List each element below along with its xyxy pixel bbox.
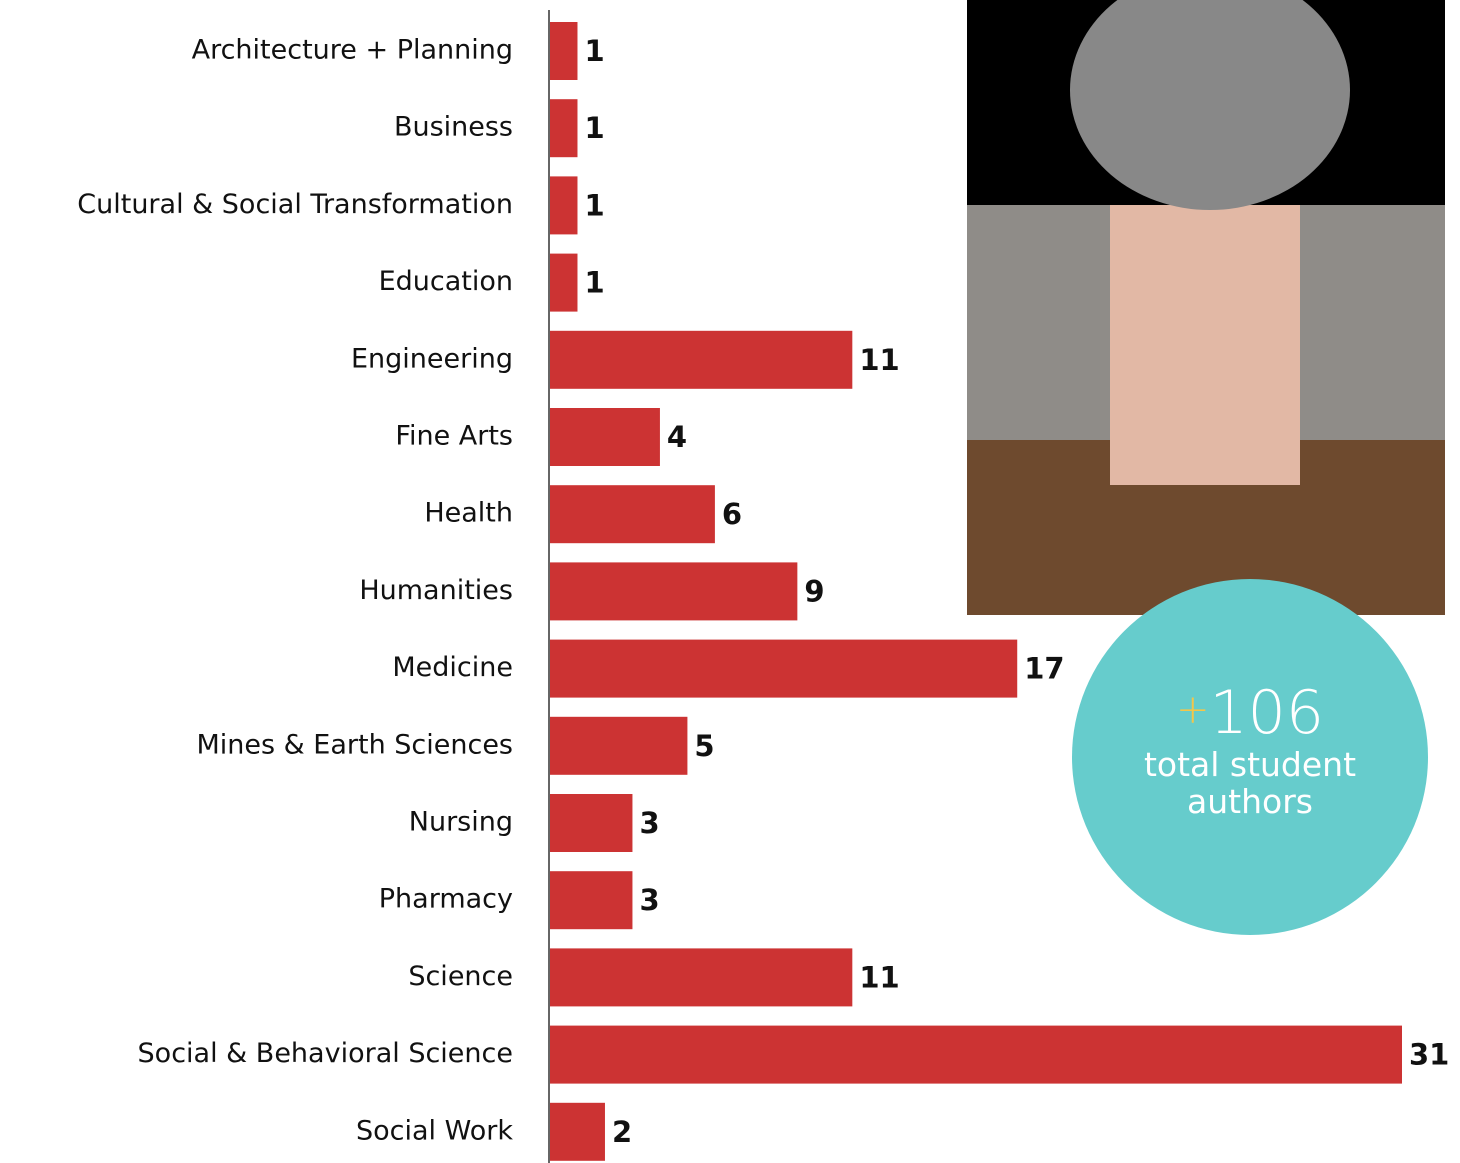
bar [550,562,798,621]
bar [550,99,578,158]
category-label: Health [424,498,513,529]
bar [550,794,633,852]
category-label: Architecture + Planning [192,35,513,66]
value-label: 1 [584,111,604,145]
category-label: Mines & Earth Sciences [196,729,513,760]
bar [550,408,660,466]
value-label: 31 [1409,1038,1449,1072]
badge-number: +106 [1072,677,1428,746]
value-label: 3 [639,883,659,917]
bar [550,948,853,1007]
category-label: Science [408,961,513,992]
bar [550,1102,605,1161]
bar [550,485,715,544]
category-label: Fine Arts [395,421,513,452]
value-label: 1 [584,188,604,222]
bar [550,330,853,389]
value-label: 1 [584,34,604,68]
category-label: Social Work [356,1115,513,1146]
value-label: 6 [722,497,742,531]
photo-brain [1070,0,1350,210]
badge-sign: + [1175,687,1210,733]
value-label: 11 [859,343,899,377]
bar [550,871,633,930]
bar [550,22,578,80]
bar [550,639,1018,698]
category-label: Pharmacy [379,884,513,915]
value-label: 3 [639,806,659,840]
category-label: Humanities [359,575,513,606]
value-label: 5 [694,729,714,763]
bar [550,716,688,775]
category-label: Social & Behavioral Science [138,1038,513,1069]
category-label: Education [379,266,513,297]
badge-text: total student authors [1143,745,1357,821]
bar [550,176,578,235]
value-label: 17 [1024,652,1064,686]
category-label: Business [394,112,513,143]
value-label: 4 [667,420,687,454]
photo [967,0,1445,615]
category-label: Engineering [351,343,513,374]
category-label: Medicine [392,652,513,683]
value-label: 11 [859,960,899,994]
category-label: Nursing [409,807,513,838]
photo-skin [1110,205,1300,485]
value-label: 2 [612,1115,632,1149]
value-label: 9 [804,574,824,608]
total-badge: +106 total student authors [1072,579,1428,935]
bar [550,1025,1402,1084]
bar [550,253,578,312]
value-label: 1 [584,266,604,300]
badge-value: 106 [1209,678,1325,748]
category-label: Cultural & Social Transformation [77,189,513,220]
